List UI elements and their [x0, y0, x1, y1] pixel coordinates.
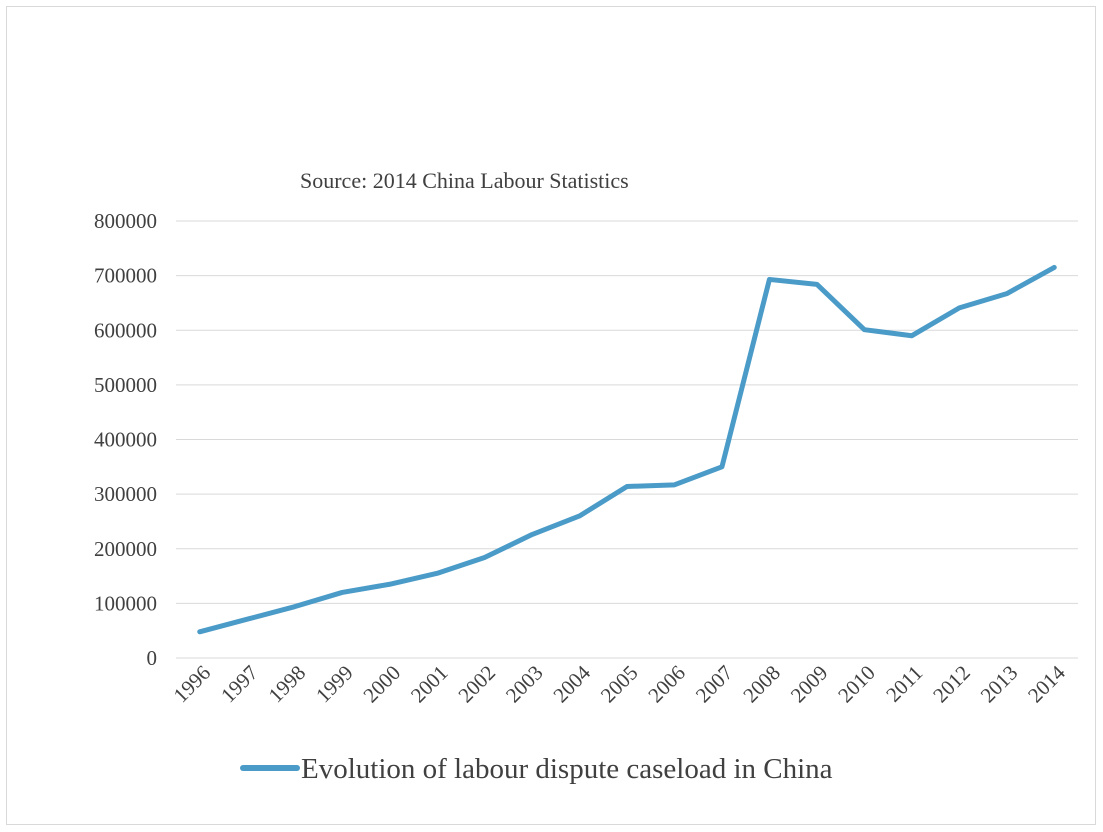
x-tick-label: 2002 — [453, 661, 500, 708]
y-tick-label: 500000 — [94, 373, 157, 397]
x-tick-label: 1999 — [311, 661, 358, 708]
x-tick-label: 2013 — [976, 661, 1023, 708]
y-tick-label: 300000 — [94, 482, 157, 506]
legend-label: Evolution of labour dispute caseload in … — [301, 753, 833, 785]
x-tick-label: 1996 — [169, 661, 216, 708]
x-tick-label: 1997 — [216, 661, 263, 708]
x-tick-label: 2008 — [738, 661, 785, 708]
x-tick-label: 2009 — [786, 661, 833, 708]
gridlines — [176, 220, 1078, 659]
y-tick-label: 100000 — [94, 591, 157, 615]
y-tick-label: 600000 — [94, 318, 157, 342]
series-line — [197, 264, 1057, 635]
chart-area — [6, 6, 1096, 825]
x-tick-label: 2014 — [1023, 660, 1070, 707]
x-tick-label: 2001 — [406, 661, 453, 708]
y-tick-label: 700000 — [94, 264, 157, 288]
x-tick-label: 2007 — [691, 661, 738, 708]
y-tick-label: 200000 — [94, 537, 157, 561]
chart-subtitle: Source: 2014 China Labour Statistics — [300, 168, 629, 193]
y-axis-tick-labels: 0 100000 200000 300000 400000 500000 600000 700… — [94, 209, 157, 670]
x-tick-label: 2004 — [548, 660, 595, 707]
legend: Evolution of labour dispute caseload in … — [240, 753, 833, 785]
y-tick-label: 400000 — [94, 428, 157, 452]
x-tick-label: 2011 — [881, 661, 927, 707]
x-tick-label: 2010 — [833, 661, 880, 708]
y-tick-label: 800000 — [94, 209, 157, 233]
x-axis-tick-labels: 1996 1997 1998 1999 2000 2001 2002 2003 2004 2005… — [169, 660, 1071, 707]
series-lines — [197, 264, 1057, 635]
x-tick-label: 2012 — [928, 661, 975, 708]
x-tick-label: 2005 — [596, 661, 643, 708]
x-tick-label: 2003 — [501, 661, 548, 708]
y-tick-label: 0 — [147, 646, 158, 670]
x-tick-label: 1998 — [264, 661, 311, 708]
x-tick-label: 2006 — [643, 661, 690, 708]
x-tick-label: 2000 — [358, 661, 405, 708]
